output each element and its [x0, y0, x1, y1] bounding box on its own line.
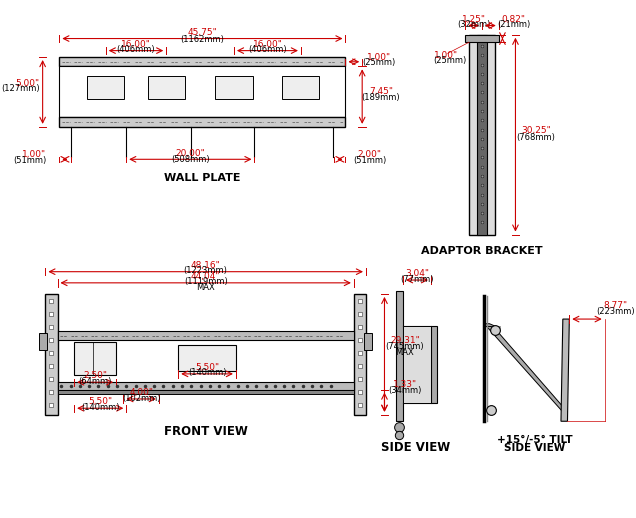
Text: 8,77": 8,77" — [604, 300, 628, 310]
Bar — [178, 345, 236, 371]
Text: (102mm): (102mm) — [122, 394, 160, 402]
Bar — [466, 35, 499, 42]
Bar — [45, 294, 57, 415]
Text: SIDE VIEW: SIDE VIEW — [504, 443, 565, 453]
Text: (77mm): (77mm) — [400, 275, 434, 284]
Text: (32mm): (32mm) — [457, 20, 490, 29]
Text: WALL PLATE: WALL PLATE — [164, 173, 240, 183]
Text: 1,00": 1,00" — [22, 150, 46, 159]
Text: 2,00": 2,00" — [357, 150, 382, 159]
Text: 30,25": 30,25" — [521, 126, 551, 135]
Text: (127mm): (127mm) — [1, 84, 40, 93]
Text: 4,00": 4,00" — [129, 388, 153, 397]
Text: (21mm): (21mm) — [497, 20, 530, 29]
Text: (1119mm): (1119mm) — [184, 278, 228, 286]
Text: FRONT VIEW: FRONT VIEW — [163, 425, 247, 438]
Bar — [57, 390, 354, 394]
Text: (64mm): (64mm) — [78, 377, 112, 386]
Bar — [148, 76, 185, 99]
Bar — [469, 35, 495, 235]
Bar — [59, 66, 345, 118]
Text: MAX: MAX — [396, 348, 414, 357]
Text: (406mm): (406mm) — [248, 45, 287, 54]
Text: 16,00": 16,00" — [121, 39, 151, 49]
Bar — [57, 382, 354, 390]
Bar — [87, 76, 125, 99]
Text: (1223mm): (1223mm) — [184, 266, 228, 275]
Text: (140mm): (140mm) — [188, 368, 226, 378]
Text: 1,00": 1,00" — [434, 51, 458, 60]
Bar — [478, 35, 487, 235]
Bar — [282, 76, 319, 99]
Text: 45,75": 45,75" — [188, 28, 218, 37]
Bar — [396, 291, 403, 421]
Polygon shape — [484, 324, 496, 326]
Bar — [354, 294, 366, 415]
Bar — [59, 118, 345, 127]
Bar — [39, 333, 47, 350]
Text: SIDE VIEW: SIDE VIEW — [382, 441, 451, 454]
Polygon shape — [561, 319, 569, 421]
Text: ADAPTOR BRACKET: ADAPTOR BRACKET — [421, 246, 543, 256]
Bar — [59, 57, 345, 66]
Text: 5,00": 5,00" — [16, 79, 40, 88]
Text: (768mm): (768mm) — [516, 133, 555, 141]
Text: (189mm): (189mm) — [361, 93, 400, 102]
Text: 16,00": 16,00" — [252, 39, 282, 49]
Text: (25mm): (25mm) — [434, 56, 467, 65]
Bar — [74, 342, 116, 375]
Text: 0,82": 0,82" — [502, 15, 525, 23]
Text: (140mm): (140mm) — [81, 403, 120, 412]
Polygon shape — [487, 326, 567, 412]
Text: 3,04": 3,04" — [405, 269, 429, 278]
Text: 7,45": 7,45" — [369, 87, 393, 96]
Text: 1,25": 1,25" — [462, 15, 486, 23]
Bar — [57, 331, 354, 340]
Text: 5,50": 5,50" — [195, 363, 219, 372]
Text: 5,50": 5,50" — [88, 397, 113, 406]
Text: (51mm): (51mm) — [13, 156, 46, 165]
Text: (508mm): (508mm) — [171, 155, 210, 164]
Text: 20,00": 20,00" — [176, 149, 205, 158]
Text: +15°/-5° TILT: +15°/-5° TILT — [497, 435, 573, 445]
Text: 2,50": 2,50" — [83, 371, 107, 380]
Text: 48,16": 48,16" — [191, 261, 221, 270]
Bar — [431, 326, 438, 402]
Bar — [364, 333, 373, 350]
Text: 1,00": 1,00" — [367, 53, 391, 62]
Text: (1162mm): (1162mm) — [181, 35, 225, 44]
Text: (406mm): (406mm) — [116, 45, 155, 54]
Text: 29,31": 29,31" — [390, 336, 420, 345]
Text: (25mm): (25mm) — [363, 58, 396, 67]
Text: (34mm): (34mm) — [388, 386, 422, 395]
Bar — [403, 326, 431, 402]
Text: 44,04": 44,04" — [191, 272, 221, 281]
Text: (223mm): (223mm) — [597, 307, 635, 316]
Text: 1,33": 1,33" — [393, 380, 417, 388]
Text: MAX: MAX — [197, 283, 215, 292]
Text: (51mm): (51mm) — [353, 156, 386, 165]
Bar — [216, 76, 252, 99]
Text: (745mm): (745mm) — [385, 342, 424, 351]
